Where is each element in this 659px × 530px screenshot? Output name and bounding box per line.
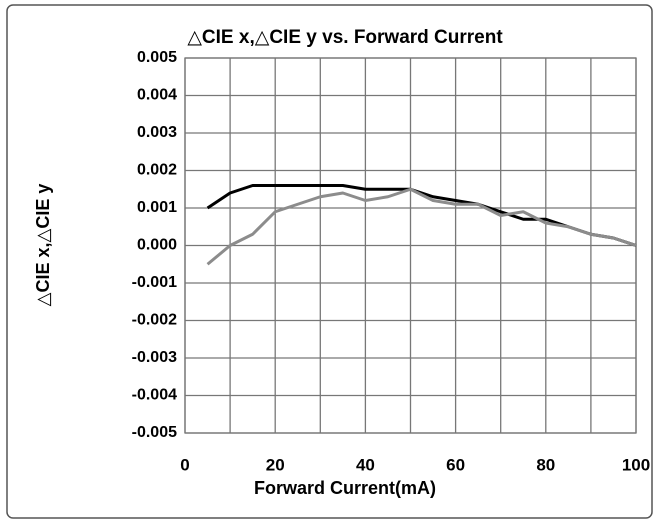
y-tick-label: 0.003 (137, 124, 177, 141)
y-tick-label: 0.005 (137, 49, 177, 66)
y-tick-label: -0.001 (132, 274, 177, 291)
x-tick-label: 80 (536, 455, 555, 474)
x-tick-label: 60 (446, 455, 465, 474)
x-tick-label: 100 (622, 455, 650, 474)
data-line (206, 187, 637, 266)
y-axis-title: △CIE x,△CIE y (33, 184, 53, 307)
y-tick-label: 0.002 (137, 162, 177, 179)
chart-title: △CIE x,△CIE y vs. Forward Current (187, 27, 503, 48)
x-tick-label: 0 (180, 455, 189, 474)
y-tick-label: -0.002 (132, 312, 177, 329)
y-tick-label: -0.004 (132, 387, 177, 404)
y-tick-label: -0.005 (132, 424, 177, 441)
chart-frame (6, 4, 653, 519)
x-tick-label: 20 (266, 455, 285, 474)
y-tick-label: 0.000 (137, 237, 177, 254)
y-tick-label: 0.001 (137, 199, 177, 216)
y-tick-label: 0.004 (137, 87, 177, 104)
x-axis-title: Forward Current(mA) (254, 478, 436, 498)
y-tick-label: -0.003 (132, 349, 177, 366)
x-tick-label: 40 (356, 455, 375, 474)
